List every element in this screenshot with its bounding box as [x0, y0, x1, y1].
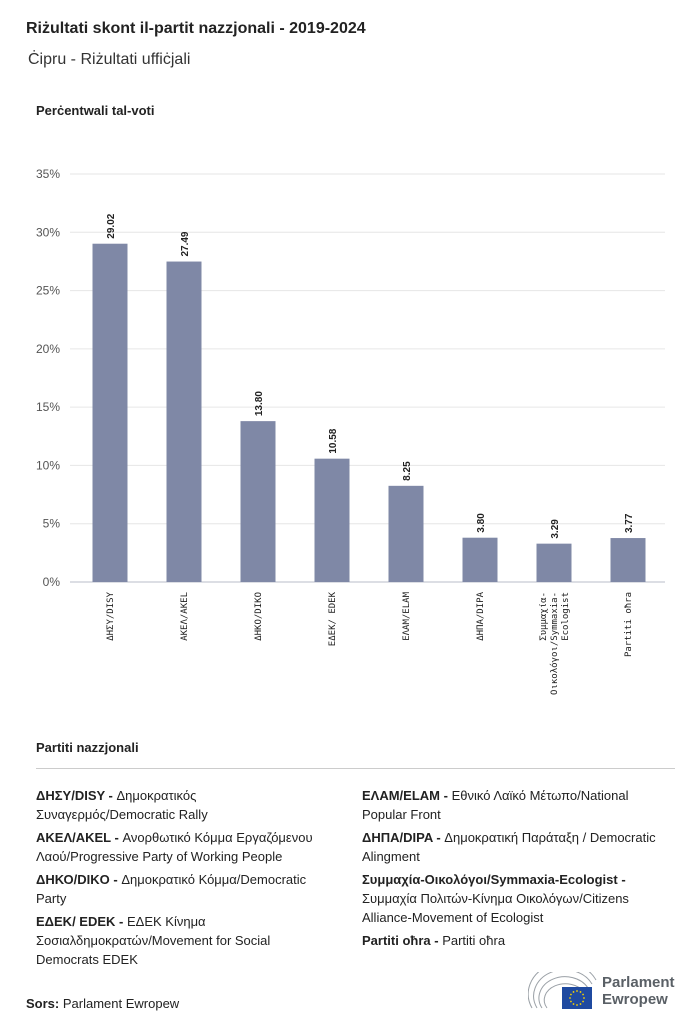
y-axis-label: Perċentwali tal-voti — [36, 103, 155, 118]
bar — [92, 243, 128, 582]
star-icon — [582, 993, 584, 996]
x-tick-label-line: ΑΚΕΛ/AKEL — [180, 592, 190, 641]
legend-item: Partiti oħra - Partiti oħra — [362, 931, 662, 950]
data-label: 3.80 — [476, 513, 487, 533]
y-tick-label: 15% — [36, 400, 60, 414]
legend-desc: Δημοκρατικός Συναγερμός/Democratic Rally — [36, 788, 208, 822]
x-tick-label-line: ΕΔΕΚ/ EDEK — [328, 591, 338, 646]
parliament-logo: Parlament Ewropew — [527, 962, 688, 1012]
legend-desc: Δημοκρατική Παράταξη / Democratic Alingm… — [362, 830, 656, 864]
legend-item: ΕΔΕΚ/ EDEK - ΕΔΕΚ Κίνημα Σοσιαλδημοκρατώ… — [36, 912, 336, 969]
y-tick-label: 0% — [43, 575, 61, 589]
chart-title: Riżultati skont il-partit nazzjonali - 2… — [26, 20, 366, 37]
legend-desc: Ανορθωτικό Κόμμα Εργαζόμενου Λαού/Progre… — [36, 830, 313, 864]
source-label: Sors: — [26, 996, 60, 1011]
data-label: 10.58 — [328, 428, 339, 453]
legend-item: Συμμαχία-Οικολόγοι/Symmaxia-Ecologist - … — [362, 870, 662, 927]
legend-left-column: ΔΗΣΥ/DISY - Δημοκρατικός Συναγερμός/Demo… — [36, 786, 336, 973]
legend-desc: ΕΔΕΚ Κίνημα Σοσιαλδημοκρατών/Movement fo… — [36, 914, 271, 967]
legend-item: ΕΛΑΜ/ELAM - Εθνικό Λαϊκό Μέτωπο/National… — [362, 786, 662, 824]
star-icon — [583, 997, 585, 999]
bar-chart: 0% 5% 10% 15% 20% 25% 30% 35% 29.02 ΔΗΣΥ/DISY 27.4… — [36, 167, 665, 695]
data-label: 29.02 — [106, 213, 117, 238]
star-icon — [570, 993, 572, 996]
legend-desc: Partiti oħra — [438, 933, 506, 948]
legend-title: Partiti nazzjonali — [36, 740, 139, 755]
x-tick-label-line: ΔΗΚΟ/DIKO — [254, 592, 264, 641]
x-tick-label-line: ΔΗΠΑ/DIPA — [476, 591, 486, 640]
x-tick-label-line: Οικολόγοι/Symmaxia- — [549, 592, 560, 695]
x-tick-label-line: Συμμαχία- — [539, 592, 549, 641]
bar — [462, 537, 498, 582]
legend-item: ΔΗΠΑ/DIPA - Δημοκρατική Παράταξη / Democ… — [362, 828, 662, 866]
legend-abbr: ΕΛΑΜ/ELAM - — [362, 788, 448, 803]
bar — [610, 538, 646, 582]
legend-abbr: ΕΔΕΚ/ EDEK - — [36, 914, 124, 929]
legend-abbr: ΔΗΣΥ/DISY - — [36, 788, 113, 803]
star-icon — [572, 991, 575, 993]
legend-desc: Δημοκρατικό Κόμμα/Democratic Party — [36, 872, 307, 906]
star-icon — [572, 1003, 575, 1005]
star-icon — [579, 1003, 582, 1005]
x-tick-label-line: Ecologist — [561, 592, 571, 641]
legend-abbr: Συμμαχία-Οικολόγοι/Symmaxia-Ecologist - — [362, 872, 626, 887]
star-icon — [582, 1000, 584, 1003]
x-tick-label-line: ΔΗΣΥ/DISY — [106, 591, 116, 640]
y-tick-label: 5% — [43, 517, 61, 531]
logo-line2: Ewropew — [602, 991, 668, 1008]
data-label: 8.25 — [402, 461, 413, 481]
logo-line1: Parlament — [602, 974, 675, 991]
data-label: 13.80 — [254, 391, 265, 416]
hemicycle-flag-icon — [527, 962, 597, 1009]
chart-subtitle: Ċipru - Riżultati uffiċjali — [28, 51, 191, 68]
legend-divider — [36, 768, 675, 769]
y-tick-label: 20% — [36, 342, 60, 356]
legend-abbr: Partiti oħra - — [362, 933, 439, 948]
legend-abbr: ΔΗΠΑ/DIPA - — [362, 830, 441, 845]
legend-right-column: ΕΛΑΜ/ELAM - Εθνικό Λαϊκό Μέτωπο/National… — [362, 786, 662, 954]
y-tick-label: 30% — [36, 225, 60, 239]
bar — [314, 458, 350, 582]
star-icon — [579, 991, 582, 993]
star-icon — [576, 990, 578, 992]
legend-item: ΑΚΕΛ/AKEL - Ανορθωτικό Κόμμα Εργαζόμενου… — [36, 828, 336, 866]
legend-abbr: ΔΗΚΟ/DIKO - — [36, 872, 118, 887]
bar — [388, 485, 424, 582]
star-icon — [569, 997, 571, 999]
y-tick-label: 10% — [36, 458, 60, 472]
y-tick-label: 25% — [36, 284, 60, 298]
source: Sors: Parlament Ewropew — [26, 996, 179, 1011]
legend-desc: Συμμαχία Πολιτών-Κίνημα Οικολόγων/Citize… — [362, 891, 629, 925]
legend-item: ΔΗΣΥ/DISY - Δημοκρατικός Συναγερμός/Demo… — [36, 786, 336, 824]
bar — [240, 421, 276, 582]
data-label: 27.49 — [180, 231, 191, 256]
star-icon — [570, 1000, 572, 1003]
data-label: 3.77 — [624, 513, 635, 533]
legend-item: ΔΗΚΟ/DIKO - Δημοκρατικό Κόμμα/Democratic… — [36, 870, 336, 908]
x-tick-label-line: ΕΛΑΜ/ELAM — [402, 591, 412, 640]
bar — [166, 261, 202, 582]
x-tick-label-line: Partiti oħra — [624, 592, 634, 657]
source-value: Parlament Ewropew — [62, 996, 180, 1011]
bar — [536, 543, 572, 582]
legend-desc: Εθνικό Λαϊκό Μέτωπο/National Popular Fro… — [362, 788, 629, 822]
legend-abbr: ΑΚΕΛ/AKEL - — [36, 830, 119, 845]
data-label: 3.29 — [550, 519, 561, 539]
y-tick-label: 35% — [36, 167, 60, 181]
star-icon — [576, 1004, 578, 1006]
